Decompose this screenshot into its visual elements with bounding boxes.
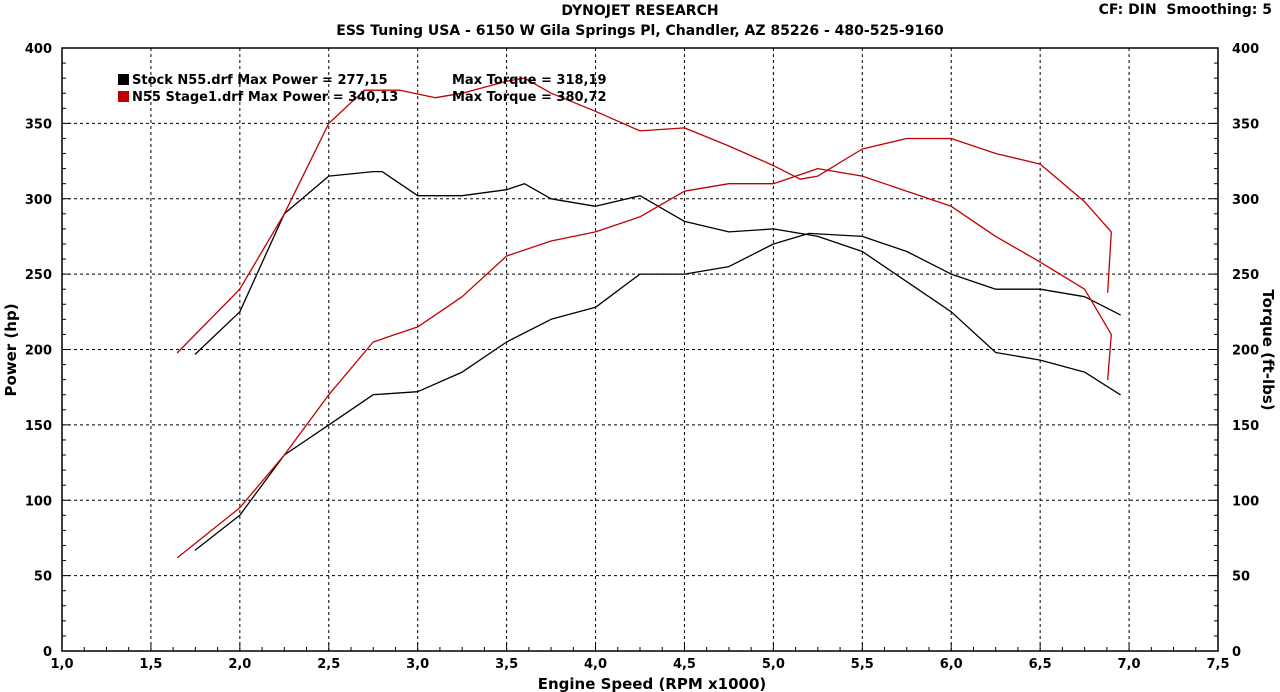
y-tick-label-right: 300 [1232,193,1259,208]
series-layer [176,77,1121,559]
x-tick-label: 7,0 [1118,657,1141,672]
y-axis-label-left: Power (hp) [2,303,20,396]
x-tick-label: 5,0 [762,657,785,672]
legend-label: N55 Stage1.drf Max Power = 340,13 [132,90,398,105]
y-tick-label-right: 400 [1232,42,1259,57]
legend-swatch [118,91,129,102]
y-tick-label-left: 400 [25,42,52,57]
legend-label: Stock N55.drf Max Power = 277,15 [132,73,388,88]
x-tick-label: 5,5 [851,657,874,672]
x-tick-label: 2,0 [228,657,251,672]
y-tick-label-right: 50 [1232,570,1250,585]
correction-factor-info: CF: DIN Smoothing: 5 [1099,2,1272,18]
legend-swatch [118,74,129,85]
series-line-power [176,167,1112,559]
cf-label: CF: DIN [1098,2,1157,18]
y-tick-label-right: 200 [1232,344,1259,359]
y-tick-label-left: 50 [34,570,52,585]
y-tick-label-right: 250 [1232,268,1259,283]
y-tick-label-left: 150 [25,419,52,434]
series-line-power [194,232,1121,551]
x-tick-label: 6,0 [940,657,963,672]
y-tick-label-right: 100 [1232,494,1259,509]
axis-ticks: 1,0 1,5 2,0 2,5 3,0 3,5 4,0 4,5 5,0 5,5 6,0 6,5 7,0 7… [25,42,1259,672]
y-tick-label-left: 350 [25,117,52,132]
y-tick-label-right: 350 [1232,117,1259,132]
x-tick-label: 6,5 [1029,657,1052,672]
y-tick-label-left: 250 [25,268,52,283]
y-tick-label-right: 150 [1232,419,1259,434]
series-line-torque [194,170,1121,396]
chart-title: DYNOJET RESEARCH [561,3,719,19]
smoothing-label: Smoothing: 5 [1166,2,1272,18]
x-tick-label: 3,5 [495,657,518,672]
x-tick-label: 1,0 [50,657,73,672]
y-tick-label-left: 300 [25,193,52,208]
x-axis-label: Engine Speed (RPM x1000) [538,675,767,692]
x-tick-label: 7,5 [1206,657,1229,672]
y-tick-label-left: 200 [25,344,52,359]
x-tick-label: 4,5 [673,657,696,672]
legend: Stock N55.drf Max Power = 277,15 Max Torq… [118,73,607,105]
y-tick-label-left: 0 [43,645,52,660]
x-tick-label: 4,0 [584,657,607,672]
chart-subtitle: ESS Tuning USA - 6150 W Gila Springs Pl,… [336,23,944,39]
x-tick-label: 2,5 [317,657,340,672]
y-tick-label-left: 100 [25,494,52,509]
y-axis-label-right: Torque (ft-lbs) [1259,289,1277,410]
legend-torque-label: Max Torque = 380,72 [452,90,607,105]
x-tick-label: 3,0 [406,657,429,672]
y-tick-label-right: 0 [1232,645,1241,660]
x-tick-label: 1,5 [139,657,162,672]
series-line-torque [176,77,1112,354]
legend-torque-label: Max Torque = 318,19 [452,73,607,88]
